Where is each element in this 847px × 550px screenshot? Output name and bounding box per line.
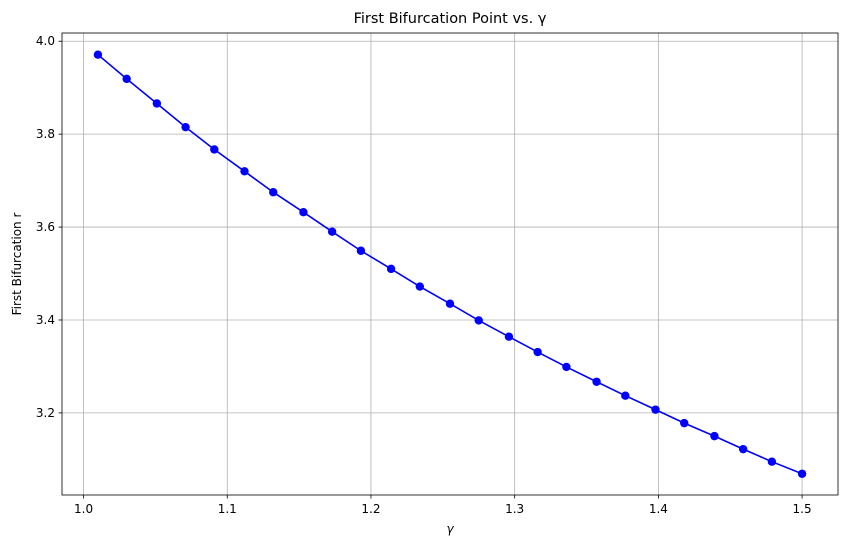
series-markers <box>93 50 807 478</box>
data-point <box>356 246 366 255</box>
data-point <box>651 405 660 414</box>
x-tick-label: 1.2 <box>361 502 380 516</box>
data-point <box>299 207 308 217</box>
data-point <box>710 431 719 441</box>
y-tick-label: 3.6 <box>36 220 55 234</box>
data-point <box>415 282 425 291</box>
data-point <box>240 167 249 176</box>
data-point <box>210 145 219 154</box>
data-point <box>269 188 278 197</box>
y-tick-label: 3.4 <box>36 313 55 327</box>
data-point <box>181 122 190 132</box>
plot-area-frame <box>61 32 839 496</box>
data-point <box>738 444 748 454</box>
x-axis-label: γ <box>446 522 454 536</box>
data-point <box>152 99 162 108</box>
data-point <box>386 264 396 274</box>
data-point <box>474 316 483 325</box>
data-point <box>562 362 571 372</box>
x-tick-label: 1.4 <box>649 502 668 516</box>
x-tick-label: 1.5 <box>793 502 812 516</box>
data-point <box>504 332 514 341</box>
data-point <box>767 457 777 466</box>
x-tick-label: 1.1 <box>218 502 237 516</box>
data-point <box>533 347 542 357</box>
data-point <box>592 377 601 386</box>
y-tick-label: 3.2 <box>36 406 55 420</box>
data-point <box>327 227 337 236</box>
data-point <box>93 50 103 59</box>
x-tick-label: 1.0 <box>74 502 93 516</box>
data-point <box>797 469 807 478</box>
data-point <box>122 74 131 84</box>
data-point <box>621 391 630 400</box>
grid <box>62 33 838 495</box>
y-axis-label: First Bifurcation r <box>10 213 24 316</box>
y-tick-label: 4.0 <box>36 34 55 48</box>
data-point <box>445 299 455 308</box>
chart-title: First Bifurcation Point vs. γ <box>354 11 547 27</box>
axis-ticks: 1.0 1.1 1.2 1.3 1.4 1.5 3.2 3.4 3.6 3.8 4.0 <box>36 34 812 516</box>
data-point <box>680 418 689 428</box>
x-tick-label: 1.3 <box>505 502 524 516</box>
y-tick-label: 3.8 <box>36 127 55 141</box>
